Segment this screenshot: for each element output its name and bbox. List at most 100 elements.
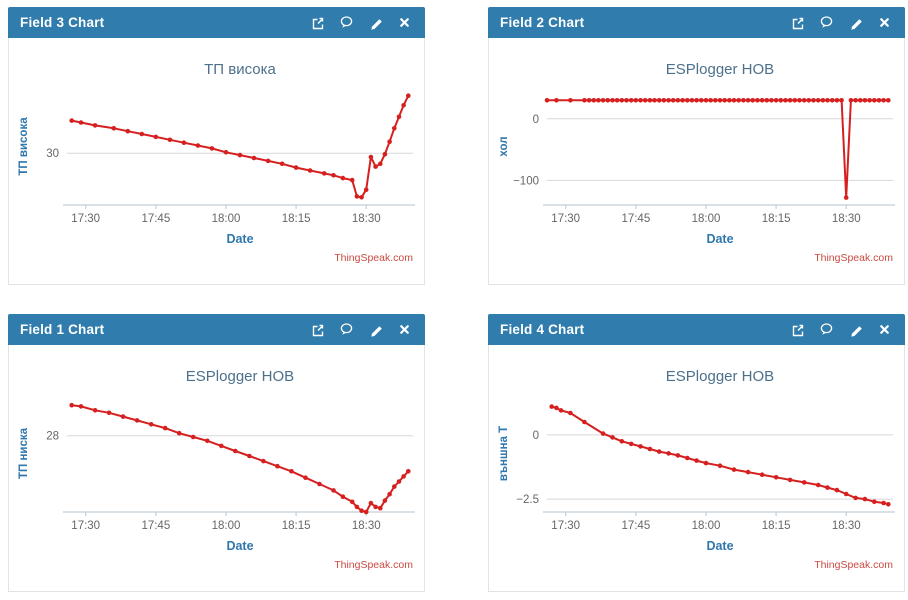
data-point-marker: [359, 195, 364, 200]
data-point-marker: [792, 98, 798, 103]
edit-button[interactable]: [368, 322, 383, 337]
comment-button[interactable]: [819, 322, 834, 337]
series-line: [546, 99, 890, 199]
data-point-marker: [722, 98, 727, 103]
x-axis-label: Date: [226, 232, 253, 246]
data-point-marker: [867, 98, 872, 103]
external-link-button[interactable]: [790, 15, 805, 30]
data-point-marker: [596, 98, 601, 103]
widget-actions: [790, 322, 905, 337]
close-button[interactable]: [397, 322, 412, 337]
y-axis-label: ТП висока: [18, 117, 30, 176]
chart-widget-field2: Field 2 Chart 0 −100 17:30 17:45 18:00 18:15 1…: [488, 7, 905, 285]
line-chart-field1: 28 17:30 17:45 18:00 18:15 18:30 ESPlogger НОВ…: [18, 368, 415, 571]
comment-button[interactable]: [339, 15, 354, 30]
data-point-marker: [839, 98, 844, 103]
comment-icon: [820, 16, 833, 28]
data-point-marker: [396, 114, 402, 120]
widget-header[interactable]: Field 3 Chart: [8, 7, 425, 38]
data-point-marker: [223, 150, 229, 155]
close-icon: [400, 18, 409, 27]
data-point-marker: [685, 98, 690, 103]
data-point-marker: [368, 500, 374, 506]
thingspeak-watermark[interactable]: ThingSpeak.com: [334, 252, 413, 264]
data-point-marker: [120, 414, 126, 419]
series-line: [70, 94, 410, 199]
data-point-marker: [92, 123, 98, 128]
data-point-marker: [568, 98, 573, 103]
x-tick-label: 18:30: [352, 520, 381, 532]
x-tick-label: 18:30: [352, 213, 381, 225]
data-point-marker: [862, 98, 868, 103]
chart-title: ESPlogger НОВ: [666, 61, 774, 78]
thingspeak-watermark[interactable]: ThingSpeak.com: [814, 252, 893, 264]
data-point-marker: [872, 98, 877, 103]
data-point-marker: [78, 404, 84, 409]
data-point-marker: [233, 448, 238, 454]
external-link-icon: [792, 17, 803, 29]
widget-header[interactable]: Field 2 Chart: [488, 7, 905, 38]
data-point-marker: [247, 453, 252, 459]
line-chart-field2: 0 −100 17:30 17:45 18:00 18:15 18:30 ESPlogger …: [498, 61, 895, 264]
external-link-button[interactable]: [310, 15, 325, 30]
thingspeak-watermark[interactable]: ThingSpeak.com: [334, 559, 413, 571]
edit-pencil-icon: [850, 325, 862, 337]
data-point-marker: [675, 453, 681, 458]
data-point-marker: [731, 467, 737, 472]
data-point-marker: [396, 479, 402, 484]
data-point-marker: [755, 98, 760, 103]
edit-button[interactable]: [368, 15, 383, 30]
data-point-marker: [586, 98, 592, 103]
close-icon: [400, 325, 409, 334]
close-button[interactable]: [397, 15, 412, 30]
data-point-marker: [293, 165, 299, 170]
data-point-marker: [881, 500, 886, 506]
comment-button[interactable]: [339, 322, 354, 337]
edit-button[interactable]: [848, 322, 863, 337]
widget-header[interactable]: Field 1 Chart: [8, 314, 425, 345]
data-point-marker: [848, 98, 854, 103]
y-tick-label: −2.5: [516, 494, 539, 506]
y-tick-label: 28: [46, 431, 59, 443]
close-button[interactable]: [877, 15, 892, 30]
data-point-marker: [303, 475, 308, 480]
data-point-marker: [638, 444, 643, 449]
edit-pencil-icon: [850, 18, 862, 30]
data-point-marker: [745, 469, 751, 475]
data-point-marker: [801, 480, 807, 485]
data-point-marker: [703, 98, 709, 103]
data-point-marker: [759, 472, 765, 477]
thingspeak-watermark[interactable]: ThingSpeak.com: [814, 559, 893, 571]
data-point-marker: [387, 139, 392, 144]
line-chart-field4: 0 −2.5 17:30 17:45 18:00 18:15 18:30 ESPlogger …: [498, 368, 895, 571]
y-tick-label: 0: [533, 114, 539, 126]
chart-title: ESPlogger НОВ: [666, 368, 774, 385]
data-point-marker: [373, 164, 378, 169]
data-point-marker: [675, 98, 681, 103]
edit-button[interactable]: [848, 15, 863, 30]
data-point-marker: [619, 98, 625, 103]
data-point-marker: [666, 451, 671, 456]
data-point-marker: [605, 98, 611, 103]
data-point-marker: [759, 98, 765, 103]
data-point-marker: [624, 98, 629, 103]
data-point-marker: [666, 98, 671, 103]
data-point-marker: [125, 128, 131, 134]
data-point-marker: [387, 491, 392, 497]
data-point-marker: [820, 98, 826, 103]
close-button[interactable]: [877, 322, 892, 337]
data-point-marker: [307, 168, 313, 173]
data-point-marker: [881, 98, 886, 103]
x-tick-label: 18:15: [282, 520, 311, 532]
data-point-marker: [843, 195, 849, 200]
data-point-marker: [554, 98, 559, 103]
external-link-button[interactable]: [310, 322, 325, 337]
data-point-marker: [289, 469, 294, 474]
comment-button[interactable]: [819, 15, 834, 30]
data-point-marker: [685, 455, 690, 461]
external-link-button[interactable]: [790, 322, 805, 337]
data-point-marker: [717, 463, 723, 468]
widget-header[interactable]: Field 4 Chart: [488, 314, 905, 345]
widget-title: Field 3 Chart: [20, 15, 105, 30]
data-point-marker: [628, 98, 634, 103]
